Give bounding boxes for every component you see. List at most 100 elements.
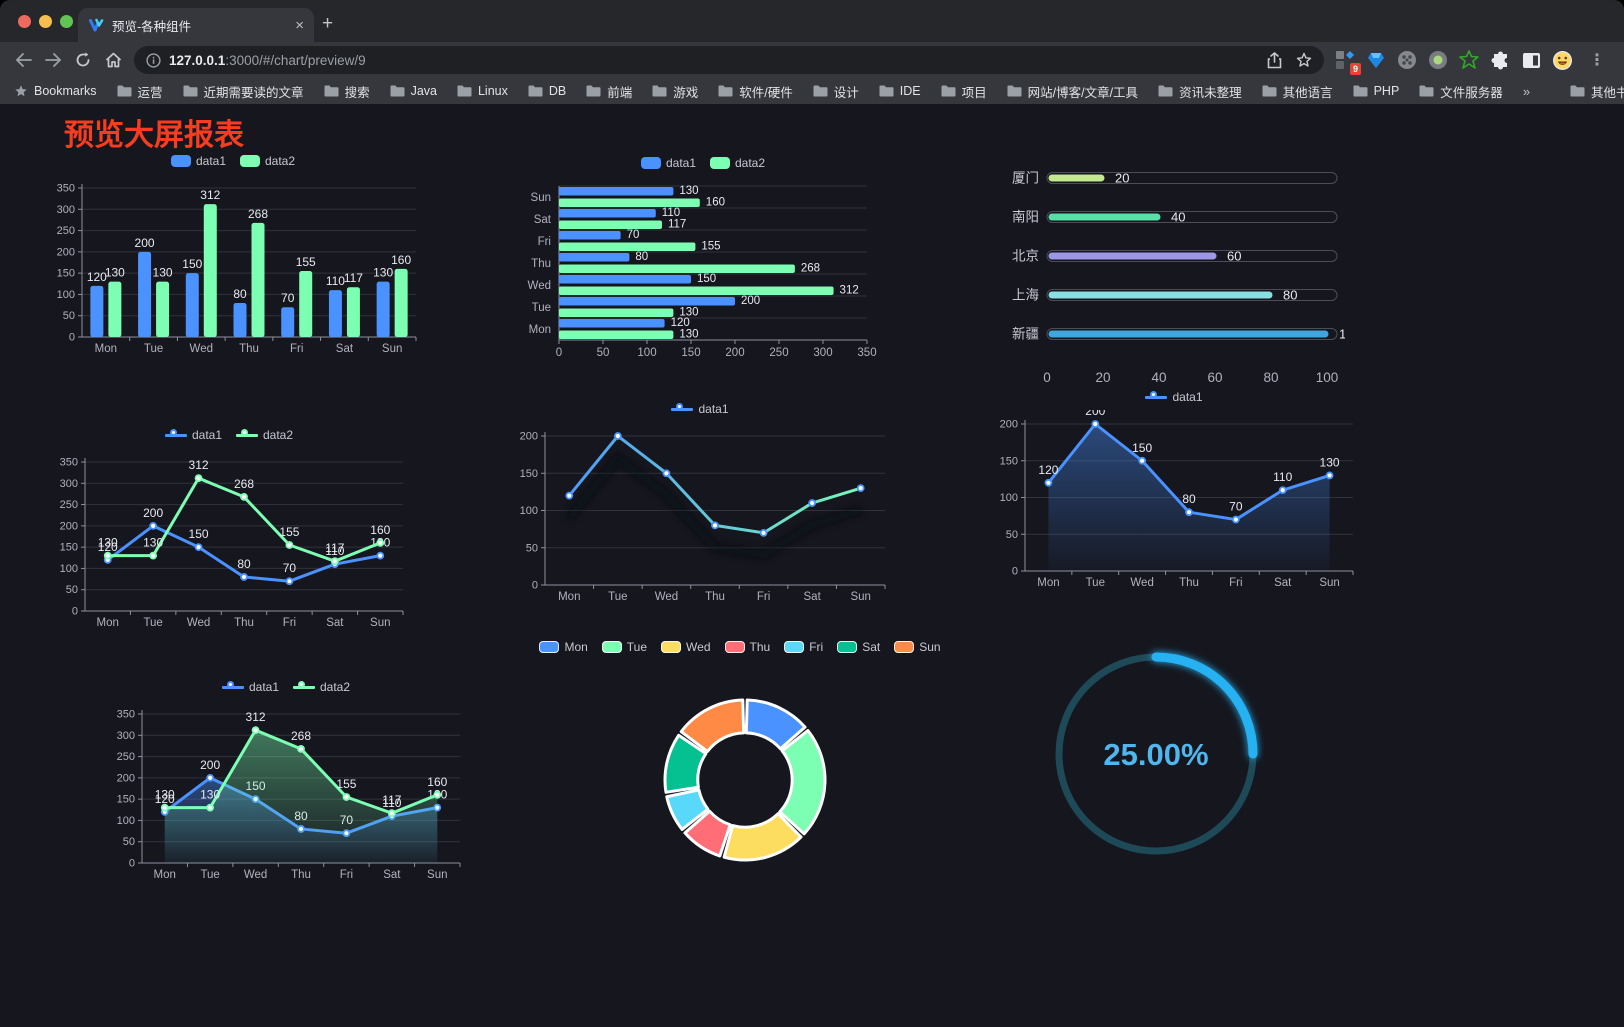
bar-data1-Tue[interactable] xyxy=(559,297,735,306)
bar-data2-Sat[interactable] xyxy=(346,287,360,337)
pie-slice-Sun[interactable] xyxy=(679,698,746,753)
site-info-icon[interactable] xyxy=(146,52,161,68)
line-chart-area[interactable]: data1 0 50 100 150 200 Mon Tue Wed Thu Fri Sat Sun 12… xyxy=(985,386,1363,598)
legend-item-data1[interactable]: data1 xyxy=(221,680,279,694)
bar-data2-Tue[interactable] xyxy=(559,308,674,318)
legend-item-Sat[interactable]: Sat xyxy=(837,640,880,654)
data-point-data2-Sat[interactable] xyxy=(330,557,339,566)
data-point-data1-Sat[interactable] xyxy=(1278,486,1287,495)
bar-data2-Sat[interactable] xyxy=(559,220,662,230)
bar-data2-Tue[interactable] xyxy=(156,281,170,337)
data-point-data1-Thu[interactable] xyxy=(711,521,719,530)
bookmark-folder-11[interactable]: 项目 xyxy=(941,82,987,101)
bookmark-folder-16[interactable]: 文件服务器 xyxy=(1419,82,1503,101)
legend-item-Tue[interactable]: Tue xyxy=(601,640,647,654)
bookmark-folder-9[interactable]: 设计 xyxy=(813,82,859,101)
bookmark-folder-4[interactable]: Linux xyxy=(457,84,508,98)
legend-item-Fri[interactable]: Fri xyxy=(784,640,823,654)
other-bookmarks[interactable]: 其他书签 xyxy=(1570,82,1624,101)
data-point-data2-Thu[interactable] xyxy=(240,493,248,501)
home-icon[interactable] xyxy=(98,45,128,75)
data-point-data1-Fri[interactable] xyxy=(759,528,768,537)
data-point-data2-Fri[interactable] xyxy=(342,793,351,801)
gauge-chart[interactable]: 25.00% xyxy=(1048,646,1264,862)
bar-data1-Thu[interactable] xyxy=(233,302,247,337)
data-point-data1-Sun[interactable] xyxy=(1325,471,1334,480)
data-point-data2-Mon[interactable] xyxy=(103,551,112,560)
zoom-window-button[interactable] xyxy=(60,15,73,28)
progress-bar-chart[interactable]: 厦门 20 南阳 40 北京 60 上海 80 新疆 100 0 20 40 60 80 100 xyxy=(995,152,1345,392)
data-point-data1-Tue[interactable] xyxy=(1091,420,1100,428)
bookmark-folder-1[interactable]: 近期需要读的文章 xyxy=(183,82,304,101)
bar-data1-Fri[interactable] xyxy=(559,231,621,240)
bar-data1-Fri[interactable] xyxy=(281,307,295,337)
legend-item-data1[interactable]: data1 xyxy=(1145,390,1203,404)
bar-data1-Wed[interactable] xyxy=(559,275,691,284)
legend-item-data2[interactable]: data2 xyxy=(236,428,293,442)
bookmark-folder-7[interactable]: 游戏 xyxy=(652,82,698,101)
extension-diamond-icon[interactable] xyxy=(1365,49,1387,71)
bar-data2-Mon[interactable] xyxy=(559,330,674,340)
legend-item-data2[interactable]: data2 xyxy=(240,154,295,168)
bookmark-star-icon[interactable] xyxy=(1296,52,1312,68)
close-window-button[interactable] xyxy=(18,15,31,28)
minimize-window-button[interactable] xyxy=(39,15,52,28)
data-point-data1-Sun[interactable] xyxy=(856,484,865,493)
url-text[interactable]: 127.0.0.1:3000/#/chart/preview/9 xyxy=(169,53,1259,68)
legend-item-data1[interactable]: data1 xyxy=(170,154,226,168)
reload-icon[interactable] xyxy=(68,45,98,75)
legend-item-data1[interactable]: data1 xyxy=(164,428,222,442)
browser-tab[interactable]: 预览-各种组件 × xyxy=(78,8,314,42)
address-bar[interactable]: 127.0.0.1:3000/#/chart/preview/9 xyxy=(134,46,1324,74)
extension-grid-icon[interactable]: 9 xyxy=(1334,49,1361,75)
data-point-data1-Wed[interactable] xyxy=(1138,456,1147,465)
legend-item-Mon[interactable]: Mon xyxy=(539,640,588,654)
bar-data1-Thu[interactable] xyxy=(559,253,630,262)
back-icon[interactable] xyxy=(8,45,38,75)
data-point-data1-Sun[interactable] xyxy=(376,551,385,560)
extension-star-icon[interactable] xyxy=(1458,49,1480,71)
legend-item-data2[interactable]: data2 xyxy=(293,680,350,694)
data-point-data2-Sun[interactable] xyxy=(376,538,385,547)
bookmark-folder-0[interactable]: 运营 xyxy=(117,82,163,101)
data-point-data2-Wed[interactable] xyxy=(251,726,260,735)
pie-slice-Fri[interactable] xyxy=(665,788,710,831)
bookmark-folder-12[interactable]: 网站/博客/文章/工具 xyxy=(1007,82,1138,101)
data-point-data2-Sat[interactable] xyxy=(387,809,396,818)
bar-data2-Fri[interactable] xyxy=(559,242,696,252)
bar-data1-Wed[interactable] xyxy=(185,273,199,337)
bar-data1-Sat[interactable] xyxy=(559,209,656,218)
bookmark-folder-10[interactable]: IDE xyxy=(879,84,921,98)
line-chart-dual-area[interactable]: data1 data2 0 50 100 150 200 250 300 350 Mon Tue Wed… xyxy=(102,676,470,890)
data-point-data1-Fri[interactable] xyxy=(1231,515,1240,524)
line-chart-gradient[interactable]: data1 0 50 100 150 200 Mon Tue Wed Thu Fri Sat Sun xyxy=(505,398,895,612)
horizontal-bar-chart[interactable]: data1 data2 0 50 100 150 200 250 300 350 Sun Sat Fri… xyxy=(503,152,903,366)
bookmark-folder-6[interactable]: 前端 xyxy=(586,82,632,101)
bookmark-folder-3[interactable]: Java xyxy=(390,84,437,98)
legend-item-Sun[interactable]: Sun xyxy=(894,640,941,654)
pie-slice-Wed[interactable] xyxy=(722,812,803,862)
data-point-data1-Sat[interactable] xyxy=(808,499,817,507)
bar-data1-Sun[interactable] xyxy=(559,187,674,196)
split-view-icon[interactable] xyxy=(1520,49,1542,71)
bar-data2-Wed[interactable] xyxy=(559,286,834,296)
bookmark-folder-8[interactable]: 软件/硬件 xyxy=(718,82,793,101)
new-tab-button[interactable]: + xyxy=(322,13,334,34)
pie-slice-Tue[interactable] xyxy=(778,729,827,836)
bar-data2-Thu[interactable] xyxy=(251,222,265,337)
extension-keypad-icon[interactable] xyxy=(1396,49,1418,71)
line-chart-dual[interactable]: data1 data2 0 50 100 150 200 250 300 350 Mon Tue Wed… xyxy=(45,424,413,638)
data-point-data1-Tue[interactable] xyxy=(613,432,622,440)
extensions-puzzle-icon[interactable] xyxy=(1489,49,1511,71)
legend-item-data2[interactable]: data2 xyxy=(710,156,765,170)
data-point-data1-Thu[interactable] xyxy=(1185,508,1193,517)
data-point-data2-Tue[interactable] xyxy=(206,803,215,812)
data-point-data2-Tue[interactable] xyxy=(149,551,158,560)
pie-slice-Thu[interactable] xyxy=(683,809,732,858)
bar-data2-Sun[interactable] xyxy=(394,268,408,337)
bar-data2-Mon[interactable] xyxy=(108,281,122,337)
bookmark-folder-13[interactable]: 资讯未整理 xyxy=(1158,82,1242,101)
data-point-data2-Sun[interactable] xyxy=(433,790,442,799)
bar-data1-Mon[interactable] xyxy=(559,319,665,328)
legend-item-data1[interactable]: data1 xyxy=(671,402,729,416)
